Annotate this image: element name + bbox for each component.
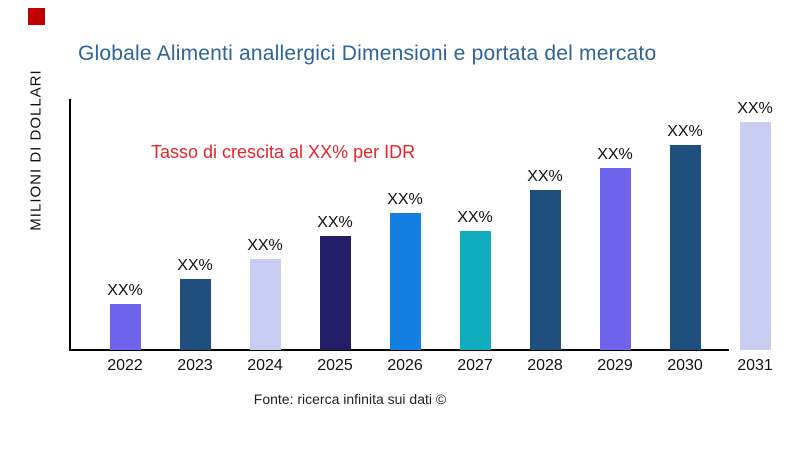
x-tick-label-2026: 2026 [387, 357, 423, 374]
bar-value-label-2023: XX% [177, 257, 213, 274]
x-tick-label-2030: 2030 [667, 357, 703, 374]
bar-2025 [319, 236, 351, 350]
bar-value-label-2029: XX% [597, 146, 633, 163]
bar-value-label-2031: XX% [737, 100, 773, 117]
bar-value-label-2028: XX% [527, 168, 563, 185]
x-axis-line [69, 349, 729, 351]
x-tick-label-2031: 2031 [737, 357, 773, 374]
bar-value-label-2025: XX% [317, 214, 353, 231]
x-tick-label-2024: 2024 [247, 357, 283, 374]
bar-2026 [389, 213, 421, 350]
bar-value-label-2030: XX% [667, 123, 703, 140]
x-tick-label-2027: 2027 [457, 357, 493, 374]
bar-2031 [739, 122, 771, 350]
x-tick-label-2022: 2022 [107, 357, 143, 374]
x-tick-label-2025: 2025 [317, 357, 353, 374]
bar-2030 [669, 145, 701, 350]
bar-2027 [459, 231, 491, 350]
x-tick-label-2023: 2023 [177, 357, 213, 374]
bar-2023 [179, 279, 211, 350]
y-axis-title: MILIONI DI DOLLARI [27, 69, 45, 231]
x-tick-label-2028: 2028 [527, 357, 563, 374]
source-caption: Fonte: ricerca infinita sui dati © [253, 391, 447, 407]
bar-value-label-2027: XX% [457, 209, 493, 226]
x-tick-label-2029: 2029 [597, 357, 633, 374]
bar-2028 [529, 190, 561, 350]
bar-2022 [109, 304, 141, 350]
y-axis-line [69, 99, 71, 351]
growth-rate-annotation: Tasso di crescita al XX% per IDR [151, 142, 416, 162]
chart-title: Globale Alimenti anallergici Dimensioni … [78, 42, 657, 65]
bar-2029 [599, 168, 631, 350]
bar-value-label-2022: XX% [107, 282, 143, 299]
bar-value-label-2024: XX% [247, 237, 283, 254]
bar-value-label-2026: XX% [387, 191, 423, 208]
red-logo-mark [28, 8, 45, 25]
bar-2024 [249, 259, 281, 350]
